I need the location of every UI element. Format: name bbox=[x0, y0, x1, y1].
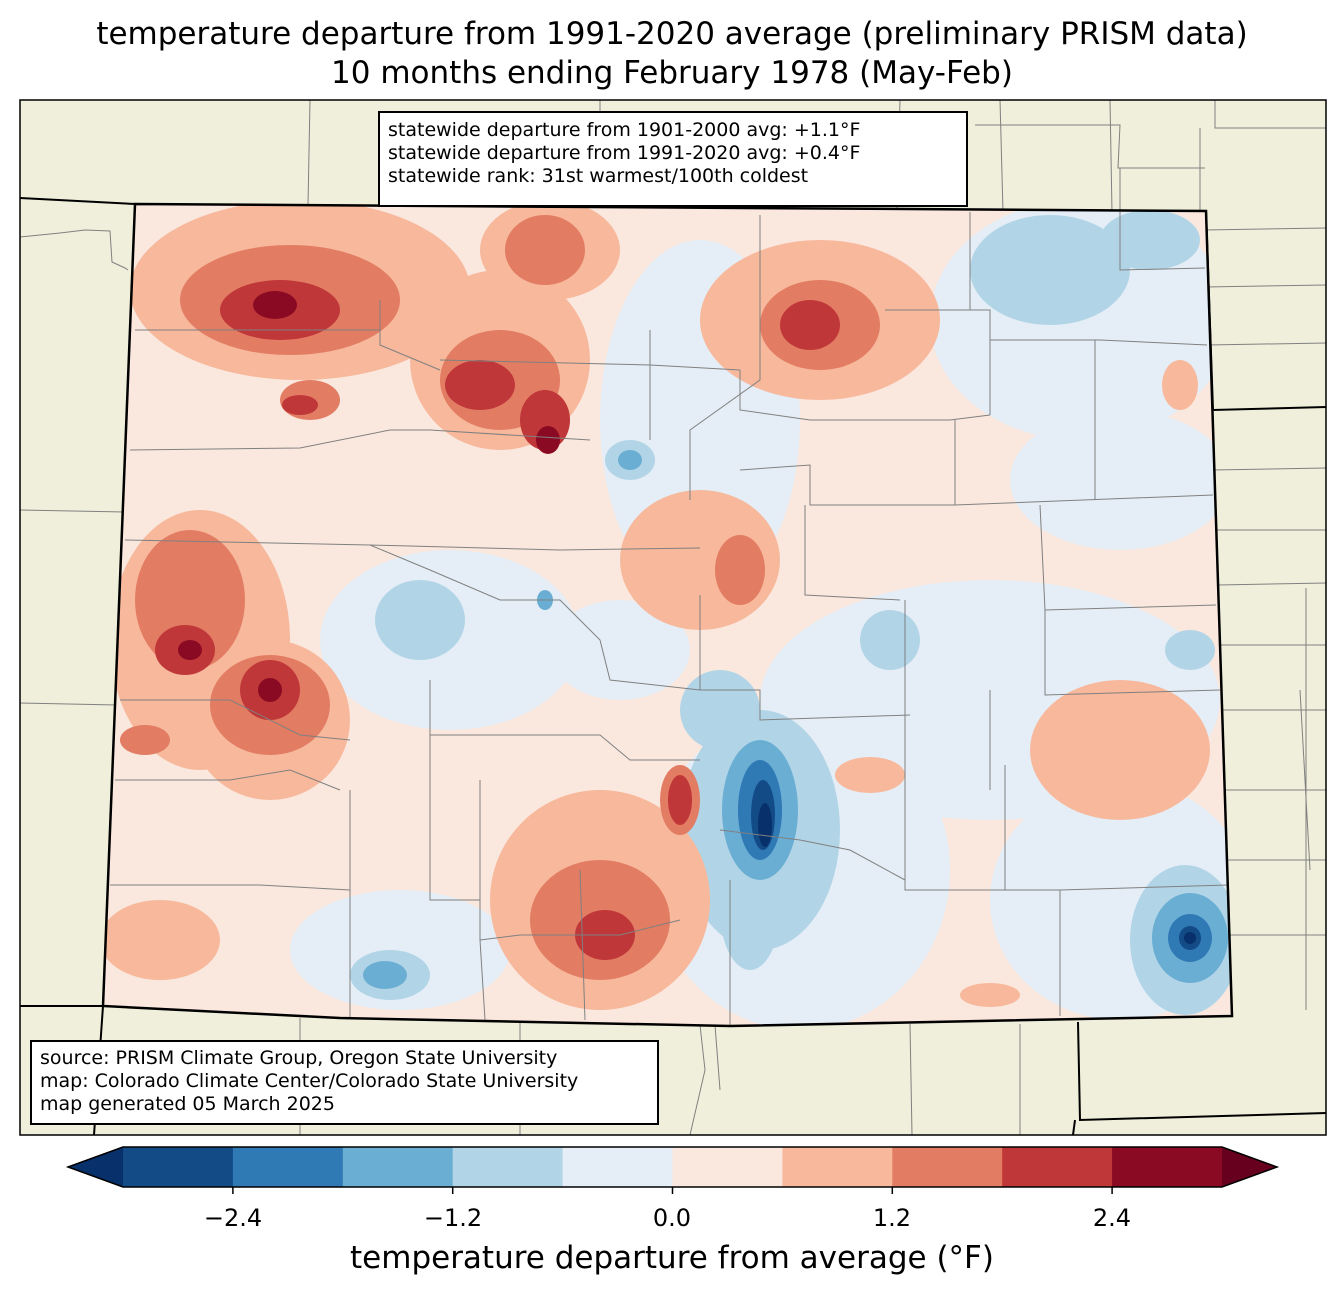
colorbar-tick-label: −1.2 bbox=[423, 1204, 483, 1232]
stats-line-3: statewide rank: 31st warmest/100th colde… bbox=[388, 165, 809, 187]
colorbar-segment bbox=[1112, 1147, 1223, 1187]
colorbar-outline bbox=[65, 1146, 1280, 1188]
source-line-1: source: PRISM Climate Group, Oregon Stat… bbox=[40, 1047, 558, 1069]
temperature-field bbox=[103, 204, 1232, 1026]
colorbar-tick-label: 0.0 bbox=[652, 1204, 692, 1232]
colorbar-label: temperature departure from average (°F) bbox=[350, 1240, 994, 1276]
colorbar-segment bbox=[892, 1147, 1003, 1187]
colorbar-segment bbox=[123, 1147, 234, 1187]
colorbar-tick-label: 1.2 bbox=[872, 1204, 912, 1232]
stats-line-2: statewide departure from 1991-2020 avg: … bbox=[388, 142, 861, 164]
colorbar-tick-label: 2.4 bbox=[1092, 1204, 1132, 1232]
source-line-2: map: Colorado Climate Center/Colorado St… bbox=[40, 1070, 579, 1092]
colorbar-segment bbox=[232, 1147, 344, 1187]
colorbar-extend-high bbox=[1222, 1147, 1277, 1187]
colorbar-segment bbox=[782, 1147, 893, 1187]
colorbar bbox=[65, 1146, 1280, 1194]
map-frame bbox=[19, 99, 1327, 1136]
chart-subtitle: 10 months ending February 1978 (May-Feb) bbox=[331, 55, 1013, 91]
county-lines bbox=[110, 212, 1231, 1025]
colorbar-segment bbox=[342, 1147, 454, 1187]
source-box: source: PRISM Climate Group, Oregon Stat… bbox=[30, 1040, 659, 1125]
colorbar-segment bbox=[1002, 1147, 1113, 1187]
colorbar-segment bbox=[672, 1147, 783, 1187]
colorbar-tick-label: −2.4 bbox=[203, 1204, 263, 1232]
statewide-stats-box: statewide departure from 1901-2000 avg: … bbox=[378, 111, 968, 207]
chart-title: temperature departure from 1991-2020 ave… bbox=[96, 16, 1248, 52]
source-line-3: map generated 05 March 2025 bbox=[40, 1093, 335, 1115]
colorbar-extend-low bbox=[68, 1147, 123, 1187]
stats-line-1: statewide departure from 1901-2000 avg: … bbox=[388, 119, 861, 141]
colorbar-segment bbox=[452, 1147, 564, 1187]
colorbar-segment bbox=[562, 1147, 673, 1187]
